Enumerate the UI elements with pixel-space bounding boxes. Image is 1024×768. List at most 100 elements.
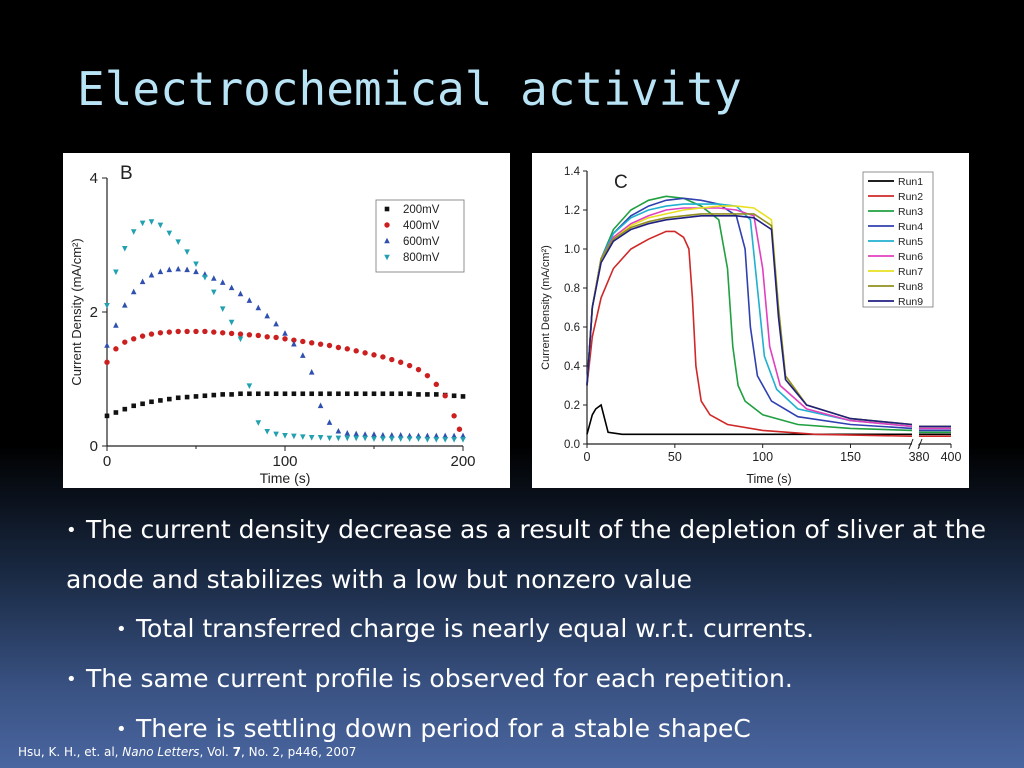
data-point (256, 391, 261, 397)
data-point (229, 392, 234, 397)
data-point (308, 434, 315, 441)
series-line (586, 195, 913, 432)
data-point (157, 222, 164, 229)
data-point (264, 312, 270, 319)
legend-marker (384, 222, 390, 228)
data-point (406, 436, 413, 442)
legend-entry: 200mV (403, 204, 440, 216)
y-tick-label: 2 (90, 304, 98, 321)
data-point (175, 239, 181, 245)
data-point (456, 426, 463, 432)
axis-break-mark (908, 438, 914, 450)
legend-entry: 800mV (403, 252, 440, 264)
data-point (362, 350, 368, 356)
data-point (228, 330, 235, 337)
data-point (398, 391, 403, 397)
data-point (398, 359, 404, 365)
x-tick-label: 100 (752, 450, 773, 464)
legend-box (375, 199, 465, 273)
data-point (139, 278, 146, 285)
legend-entry: Run3 (898, 206, 923, 218)
data-point (130, 229, 137, 235)
data-point (424, 372, 431, 379)
data-point (264, 428, 270, 435)
data-point (389, 356, 395, 363)
data-point (353, 435, 359, 442)
data-point (157, 268, 164, 275)
data-point (264, 391, 270, 397)
y-tick-label: 0.6 (564, 322, 580, 334)
bullet-dot-icon: • (66, 669, 77, 690)
data-point (104, 359, 110, 365)
x-tick-label: 100 (272, 453, 297, 470)
x-axis-label: Time (s) (746, 472, 791, 486)
data-point (220, 392, 225, 397)
legend-entry: Run1 (898, 176, 923, 188)
data-point (122, 302, 128, 308)
bullet-text: Total transferred charge is nearly equal… (136, 614, 815, 643)
series-line (586, 403, 912, 436)
data-point (148, 271, 155, 278)
data-point (380, 431, 386, 438)
data-point (353, 348, 359, 354)
data-point (211, 289, 217, 296)
y-tick-label: 1.2 (564, 205, 580, 217)
data-point (291, 391, 297, 397)
data-point (362, 435, 368, 442)
data-point (460, 432, 466, 439)
y-tick-label: 4 (90, 170, 98, 187)
data-point (175, 395, 181, 401)
data-point (451, 393, 457, 399)
data-point (371, 436, 377, 442)
data-point (371, 352, 377, 358)
data-point (148, 219, 155, 225)
data-point (433, 381, 439, 388)
data-point (167, 396, 172, 402)
y-tick-label: 0.2 (564, 400, 580, 412)
x-tick-label: 50 (668, 450, 682, 464)
panel-label: B (120, 163, 133, 184)
data-point (416, 392, 421, 397)
legend-marker (384, 206, 390, 212)
bullet-dot-icon: • (116, 719, 127, 740)
data-point (228, 319, 235, 326)
x-tick-label: 0 (584, 450, 591, 464)
bullet-dot-icon: • (116, 619, 127, 640)
data-point (433, 437, 440, 443)
data-point (291, 340, 297, 347)
series-line (586, 215, 913, 426)
data-point (415, 436, 422, 442)
panel-label: C (614, 172, 628, 193)
data-point (247, 391, 252, 397)
data-point (460, 437, 466, 443)
data-point (282, 432, 288, 439)
data-point (193, 328, 199, 335)
data-point (317, 434, 324, 441)
data-point (451, 413, 457, 419)
data-point (139, 220, 146, 227)
data-point (291, 337, 297, 343)
data-point (362, 431, 368, 437)
y-tick-label: 1.4 (564, 166, 581, 178)
data-point (219, 306, 226, 312)
bullet-item: • The same current profile is observed fo… (66, 654, 1006, 704)
series-line (586, 230, 913, 437)
data-point (273, 320, 279, 327)
data-point (397, 431, 404, 438)
data-point (157, 330, 164, 336)
data-point (336, 391, 341, 397)
legend-entry: 600mV (403, 236, 440, 248)
data-point (353, 430, 359, 437)
data-point (415, 366, 422, 373)
legend-box (862, 171, 934, 308)
y-tick-label: 0.0 (564, 439, 580, 451)
data-point (371, 391, 377, 397)
data-point (282, 330, 288, 336)
data-point (184, 394, 190, 400)
x-tick-label: 380 (909, 450, 930, 464)
chart-b-svg: 0 100 200 0 2 4 B Time (s) Current Density (mA/c… (69, 163, 476, 486)
data-point (344, 435, 351, 442)
data-point (246, 297, 253, 303)
data-point (184, 266, 190, 273)
data-point (149, 399, 154, 405)
